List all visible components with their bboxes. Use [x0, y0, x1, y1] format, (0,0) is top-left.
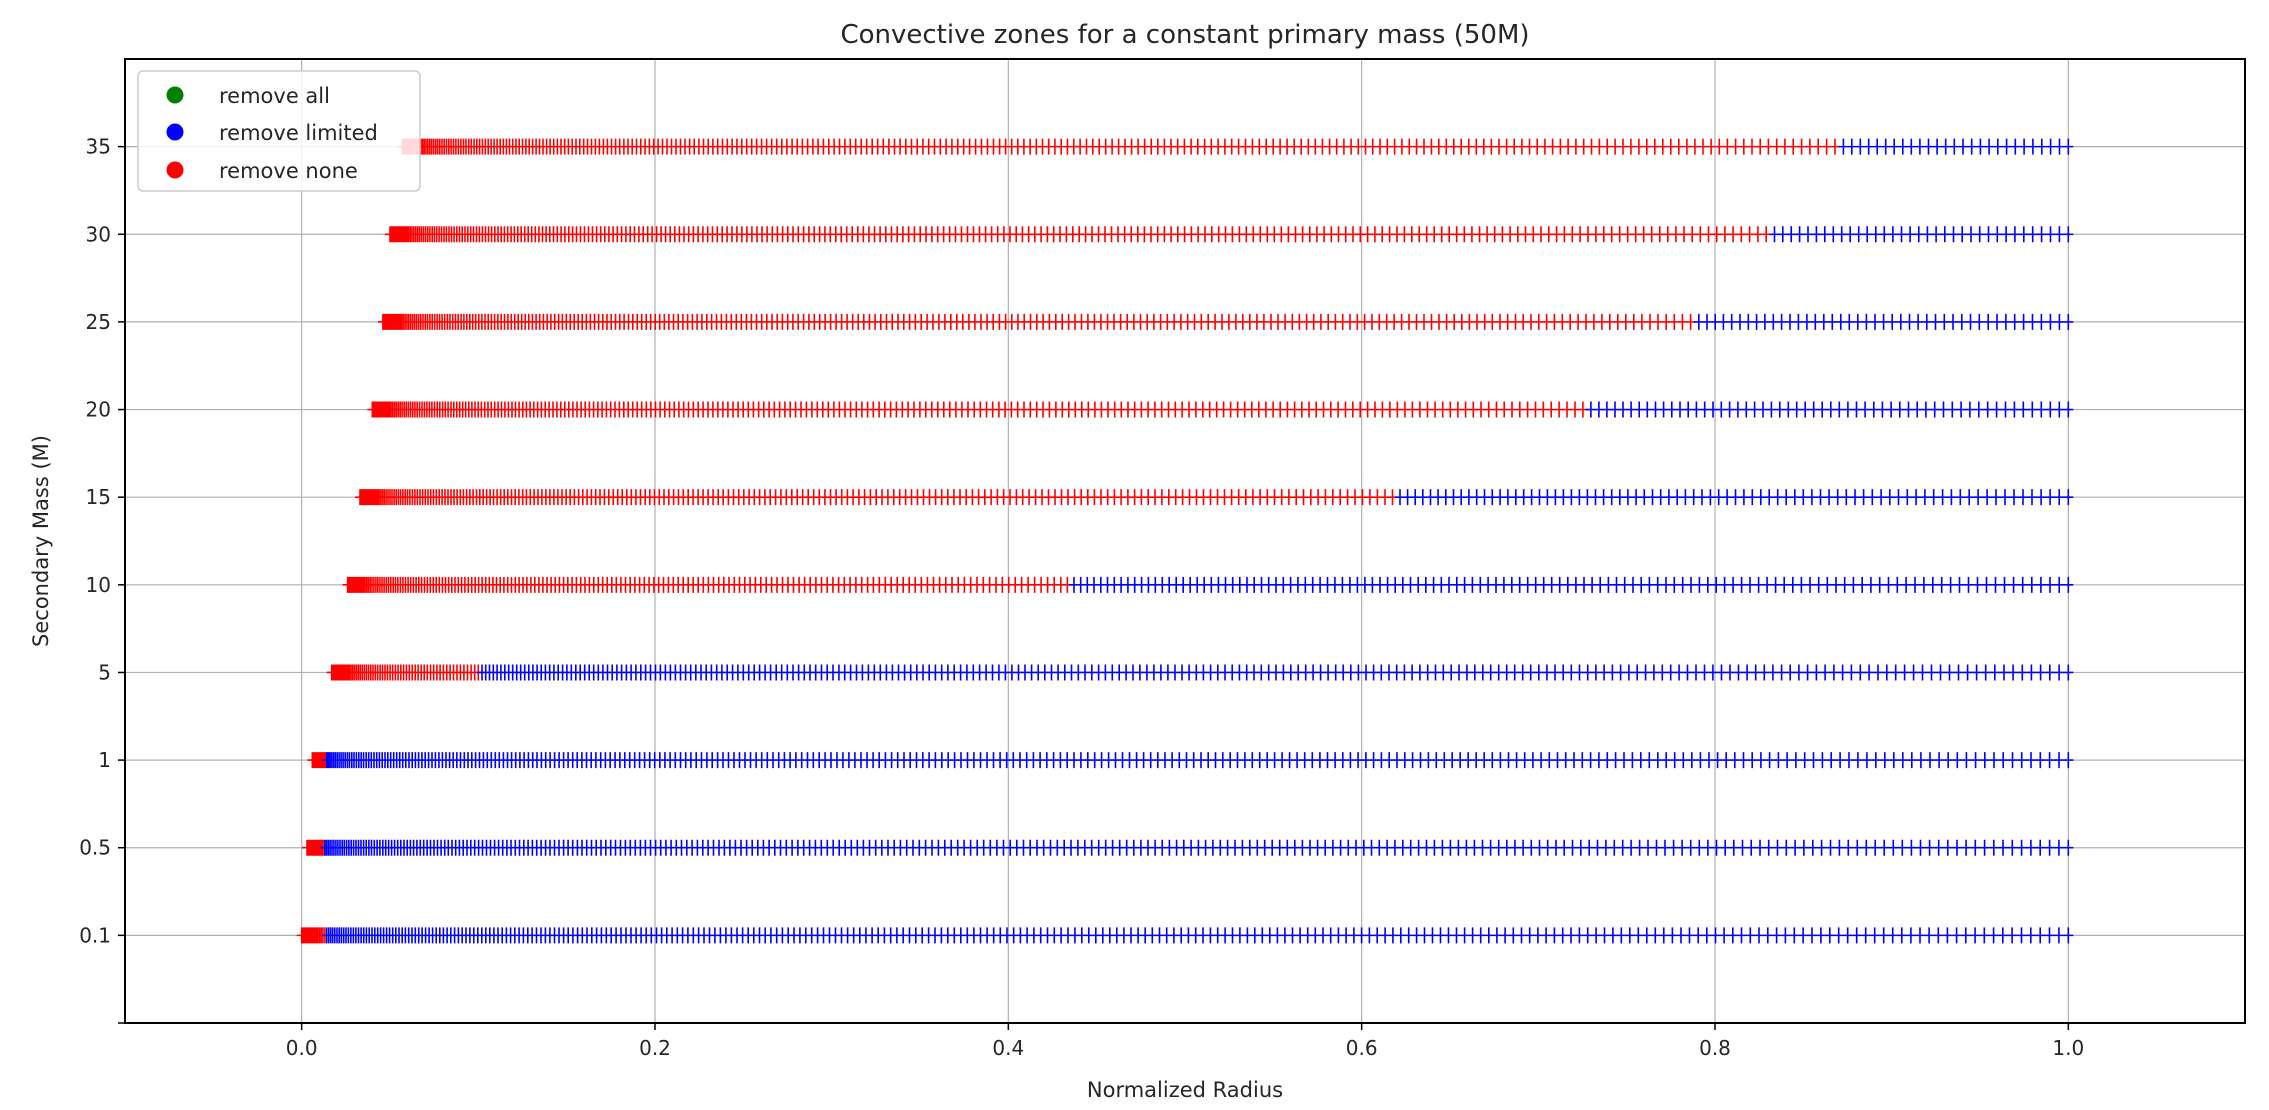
remove-limited-markers	[321, 927, 2074, 944]
convective-row-5	[326, 664, 2074, 681]
remove-none-markers	[397, 138, 1840, 155]
convective-row-30	[385, 226, 2074, 243]
y-tick-label: 5	[98, 660, 111, 684]
y-tick-label: 35	[86, 135, 111, 159]
x-axis-ticks: 0.0 0.2 0.4 0.6 0.8 1.0	[286, 1023, 2084, 1060]
y-tick-label: 0.1	[79, 923, 111, 947]
x-tick-label: 0.4	[992, 1036, 1024, 1060]
y-tick-label: 20	[86, 398, 111, 422]
remove-none-markers	[326, 664, 484, 681]
x-tick-label: 0.8	[1699, 1036, 1731, 1060]
remove-limited-markers	[1838, 138, 2074, 155]
y-tick-label: 25	[86, 310, 111, 334]
y-tick-label: 1	[98, 748, 111, 772]
convective-row-15	[355, 489, 2074, 506]
chart-title: Convective zones for a constant primary …	[840, 20, 1529, 50]
remove-none-markers	[296, 927, 330, 944]
legend-label-remove-limited: remove limited	[219, 121, 378, 145]
legend-box	[137, 70, 421, 192]
remove-limited-markers	[477, 664, 2074, 681]
remove-limited-markers	[319, 839, 2074, 856]
convective-row-35	[397, 138, 2074, 155]
convective-row-10	[342, 576, 2074, 593]
y-tick-label: 0.5	[79, 836, 111, 860]
convective-row-25	[377, 313, 2074, 330]
plot-frame	[124, 58, 2246, 1024]
legend-label-remove-all: remove all	[219, 84, 330, 108]
remove-limited-markers	[1395, 489, 2074, 506]
convective-row-0.1	[296, 927, 2074, 944]
legend-marker-remove-none	[166, 161, 184, 179]
x-tick-label: 0.6	[1346, 1036, 1378, 1060]
y-axis-title: Secondary Mass (M)	[29, 435, 53, 647]
x-tick-label: 0.2	[639, 1036, 671, 1060]
remove-limited-markers	[321, 752, 2074, 769]
y-tick-label: 15	[86, 485, 111, 509]
legend: remove all remove limited remove none	[137, 70, 421, 192]
y-tick-label: 30	[86, 222, 111, 246]
data-marks	[296, 138, 2074, 944]
remove-limited-markers	[1585, 401, 2074, 418]
x-tick-label: 0.0	[286, 1036, 318, 1060]
remove-none-markers	[367, 401, 1588, 418]
grid-lines	[125, 59, 2245, 1023]
remove-none-markers	[342, 576, 1073, 593]
x-axis-title: Normalized Radius	[1087, 1078, 1283, 1102]
convective-row-0.5	[302, 839, 2074, 856]
convective-row-20	[367, 401, 2074, 418]
x-tick-label: 1.0	[2052, 1036, 2084, 1060]
remove-none-markers	[377, 313, 1696, 330]
legend-marker-remove-all	[166, 86, 184, 104]
legend-marker-remove-limited	[166, 123, 184, 141]
remove-limited-markers	[1769, 226, 2074, 243]
remove-none-markers	[385, 226, 1772, 243]
convective-row-1	[307, 752, 2074, 769]
remove-limited-markers	[1069, 576, 2074, 593]
y-tick-label: 10	[86, 573, 111, 597]
remove-none-markers	[355, 489, 1398, 506]
remove-limited-markers	[1693, 313, 2074, 330]
legend-label-remove-none: remove none	[219, 159, 358, 183]
